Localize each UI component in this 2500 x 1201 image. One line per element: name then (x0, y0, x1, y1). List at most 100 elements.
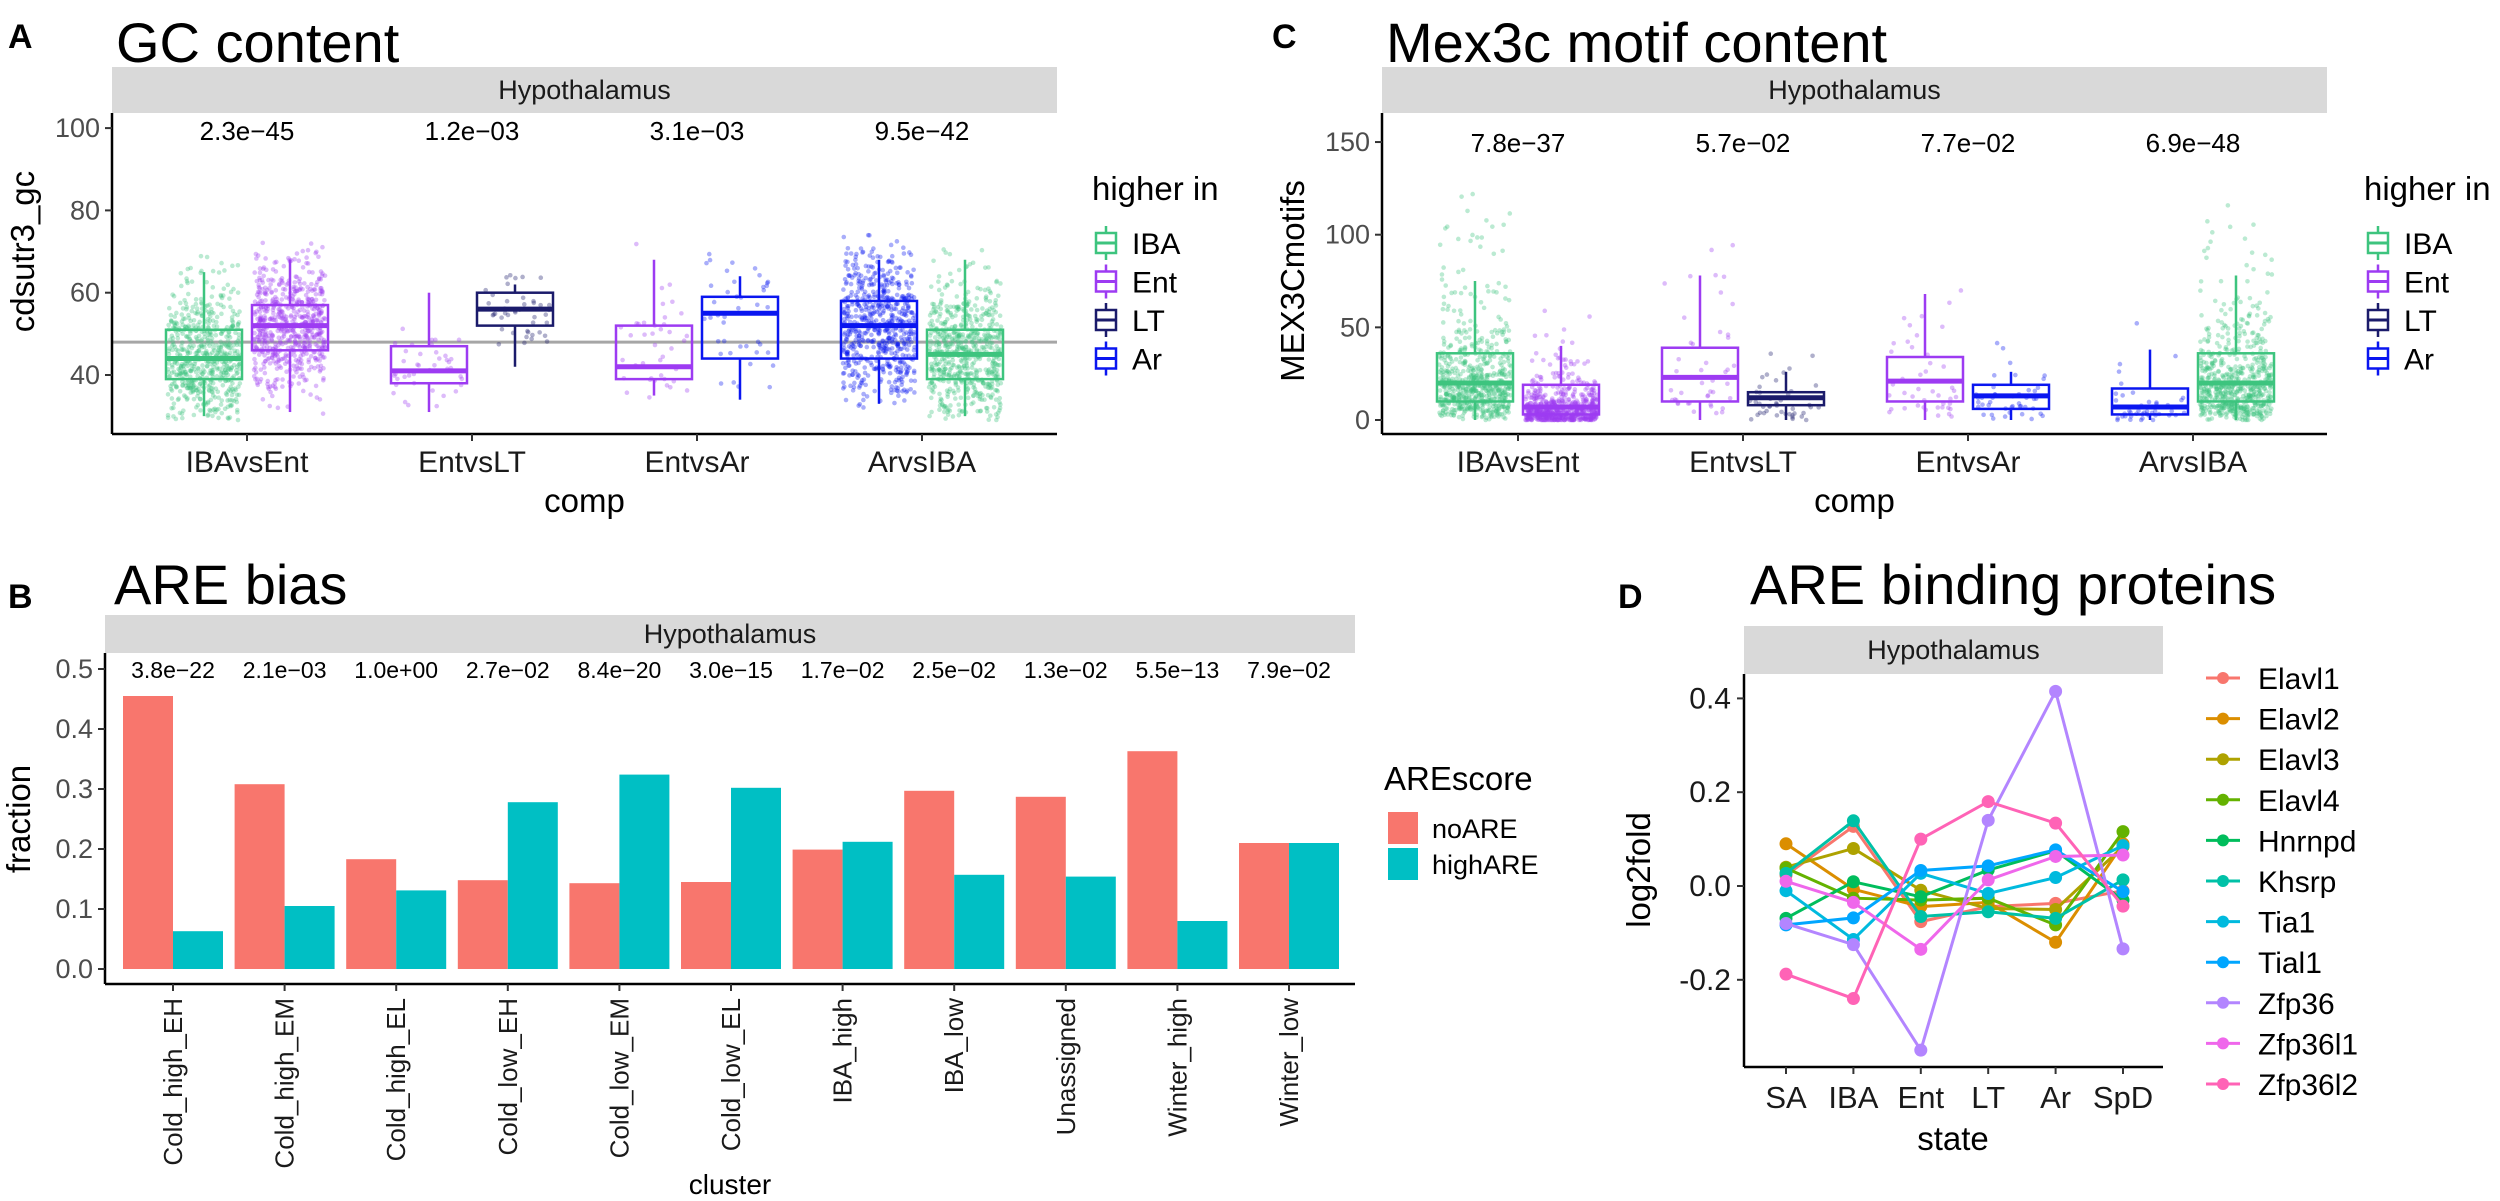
jitter-point (260, 337, 266, 343)
jitter-point (846, 313, 851, 319)
jitter-point (265, 356, 271, 362)
jitter-point (2242, 331, 2248, 337)
jitter-point (939, 292, 945, 297)
jitter-point (755, 339, 761, 345)
jitter-point (190, 383, 196, 389)
jitter-point (903, 295, 909, 301)
jitter-point (230, 380, 235, 386)
jitter-point (1456, 318, 1461, 324)
jitter-point (181, 393, 187, 398)
jitter-point (2242, 417, 2248, 423)
jitter-point (502, 310, 508, 316)
jitter-point (862, 365, 867, 370)
jitter-point (845, 353, 850, 358)
jitter-point (956, 267, 962, 273)
jitter-point (962, 347, 968, 353)
jitter-point (182, 316, 188, 321)
jitter-point (315, 364, 321, 369)
jitter-point (983, 337, 989, 343)
jitter-point (936, 274, 942, 279)
box-ent (1660, 242, 1740, 420)
jitter-point (684, 388, 690, 393)
jitter-point (191, 383, 197, 388)
jitter-point (2269, 406, 2274, 411)
jitter-point (169, 405, 174, 411)
jitter-point (2198, 279, 2204, 284)
jitter-point (2237, 370, 2243, 376)
jitter-point (1553, 352, 1559, 358)
jitter-point (321, 337, 327, 343)
jitter-point (2249, 250, 2255, 255)
jitter-point (1439, 413, 1445, 419)
jitter-point (292, 289, 298, 294)
jitter-point (1813, 383, 1819, 388)
jitter-point (299, 299, 304, 305)
jitter-point (882, 345, 887, 350)
jitter-point (221, 361, 227, 366)
jitter-point (858, 273, 864, 278)
jitter-point (871, 294, 877, 300)
jitter-point (288, 344, 294, 350)
jitter-point (2253, 340, 2259, 346)
jitter-point (859, 378, 865, 383)
jitter-point (189, 380, 195, 385)
jitter-point (537, 330, 542, 335)
jitter-point (2217, 344, 2222, 349)
jitter-point (995, 382, 1001, 388)
jitter-point (1592, 396, 1597, 401)
jitter-point (270, 352, 276, 358)
jitter-point (896, 393, 901, 399)
jitter-point (2262, 310, 2268, 316)
jitter-point (268, 282, 273, 287)
jitter-point (1468, 405, 1473, 410)
jitter-point (860, 337, 865, 343)
jitter-point (309, 329, 314, 335)
jitter-point (840, 360, 846, 366)
p-value-label: 7.7e−02 (1921, 128, 2016, 158)
jitter-point (944, 304, 949, 309)
jitter-point (1461, 368, 1466, 374)
jitter-point (322, 273, 328, 278)
jitter-point (206, 384, 211, 389)
jitter-point (279, 327, 285, 332)
jitter-point (277, 311, 282, 316)
jitter-point (1489, 342, 1495, 348)
jitter-point (317, 332, 323, 338)
jitter-point (257, 316, 263, 321)
jitter-point (2138, 417, 2144, 423)
jitter-point (1891, 341, 1897, 346)
jitter-point (927, 343, 933, 348)
jitter-point (871, 366, 877, 372)
jitter-point (895, 369, 901, 375)
jitter-point (227, 415, 233, 420)
jitter-point (207, 352, 213, 357)
jitter-point (732, 279, 737, 285)
jitter-point (210, 369, 216, 375)
jitter-point (177, 388, 183, 394)
jitter-point (391, 390, 396, 396)
jitter-point (854, 251, 859, 257)
jitter-point (888, 242, 894, 248)
jitter-point (1456, 236, 1461, 242)
jitter-point (189, 363, 195, 368)
jitter-point (198, 338, 204, 344)
jitter-point (1475, 235, 1480, 240)
jitter-point (1446, 303, 1451, 309)
jitter-point (167, 374, 173, 379)
jitter-point (273, 344, 278, 350)
jitter-point (288, 314, 294, 319)
jitter-point (859, 308, 865, 314)
jitter-point (320, 317, 325, 322)
jitter-point (315, 331, 320, 336)
jitter-point (302, 338, 307, 343)
jitter-point (1450, 391, 1455, 397)
jitter-point (845, 349, 850, 355)
jitter-point (898, 377, 904, 382)
jitter-point (868, 312, 873, 318)
jitter-point (943, 416, 948, 421)
jitter-point (936, 287, 942, 293)
jitter-point (318, 288, 323, 294)
jitter-point (1717, 329, 1723, 335)
jitter-point (301, 344, 307, 350)
jitter-point (2245, 339, 2250, 344)
